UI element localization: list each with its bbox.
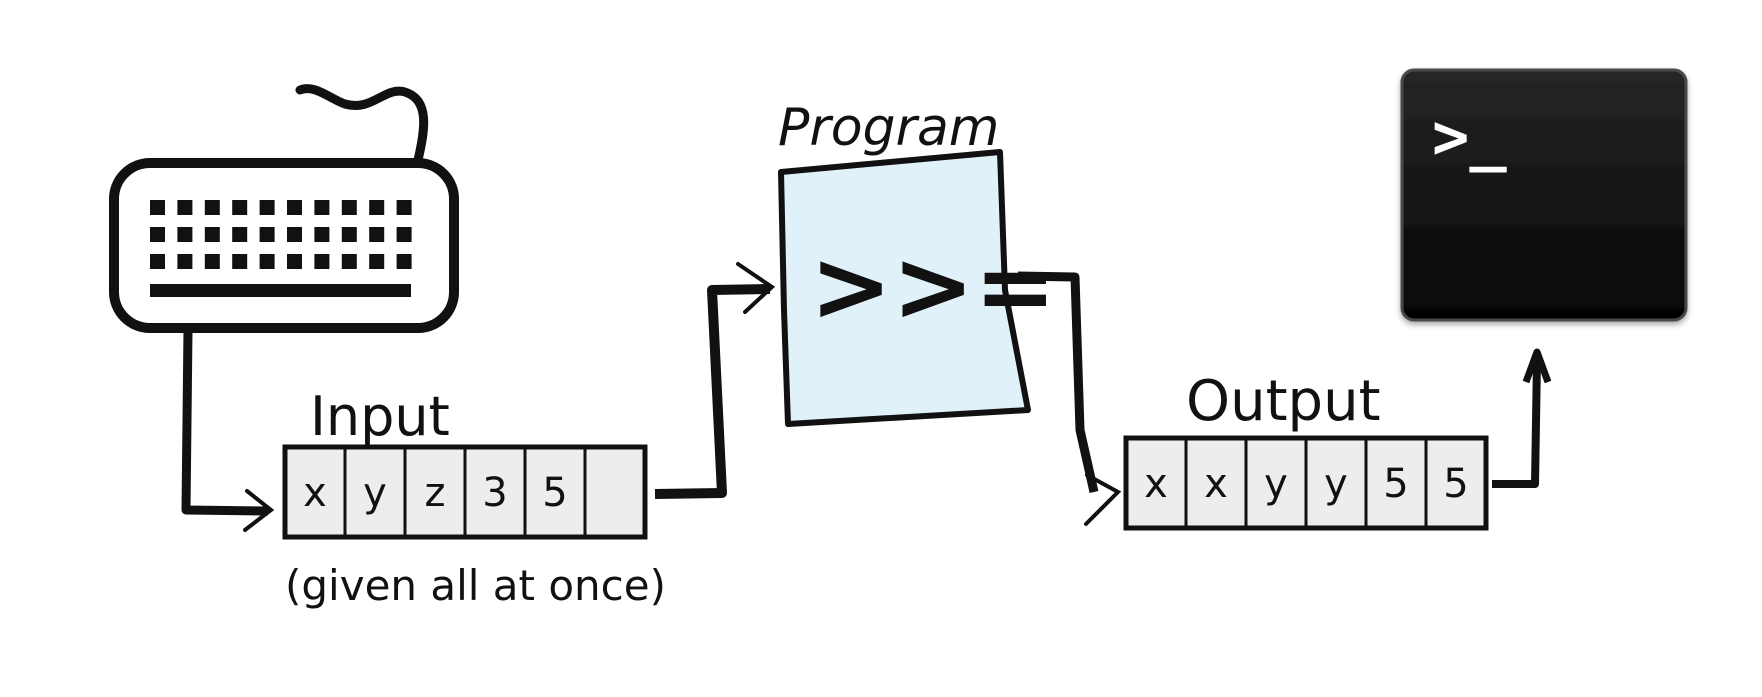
keyboard-key [287, 254, 302, 269]
keyboard-key [232, 254, 247, 269]
input-to-program-arrow [655, 264, 772, 494]
keyboard-key [232, 200, 247, 215]
keyboard-key [177, 254, 192, 269]
terminal-prompt: >_ [1432, 100, 1507, 173]
output-cell: x [1144, 461, 1168, 507]
keyboard-key [177, 200, 192, 215]
input-label: Input [310, 385, 450, 448]
keyboard-key [314, 200, 329, 215]
keyboard-key [205, 254, 220, 269]
output-cell: 5 [1443, 461, 1468, 507]
keyboard-key [287, 227, 302, 242]
output-cell: x [1204, 461, 1228, 507]
keyboard-key [397, 254, 412, 269]
output-label: Output [1186, 369, 1381, 434]
keyboard-key [150, 200, 165, 215]
keyboard-key [287, 200, 302, 215]
output-cell: y [1264, 461, 1288, 507]
keyboard-icon [114, 89, 454, 328]
input-cell: z [425, 470, 446, 516]
keyboard-to-input-arrow [186, 330, 271, 530]
program-box: >>= [781, 152, 1056, 424]
output-to-terminal-arrow [1492, 352, 1548, 484]
input-cell: 5 [542, 470, 567, 516]
bind-operator-symbol: >>= [810, 230, 1056, 344]
keyboard-key [342, 254, 357, 269]
keyboard-key [177, 227, 192, 242]
keyboard-key [369, 200, 384, 215]
program-label: Program [778, 98, 999, 158]
output-cell: 5 [1383, 461, 1408, 507]
keyboard-key [369, 254, 384, 269]
input-cell: 3 [482, 470, 507, 516]
keyboard-key [232, 227, 247, 242]
keyboard-key [260, 200, 275, 215]
keyboard-key [205, 227, 220, 242]
keyboard-key [150, 227, 165, 242]
keyboard-key [314, 227, 329, 242]
input-cell: x [303, 470, 327, 516]
keyboard-key [150, 254, 165, 269]
keyboard-key [205, 200, 220, 215]
keyboard-key [397, 200, 412, 215]
terminal-icon: >_ [1402, 70, 1686, 320]
keyboard-key [342, 227, 357, 242]
input-cell: y [363, 470, 387, 516]
output-cell: y [1324, 461, 1348, 507]
keyboard-key [342, 200, 357, 215]
keyboard-key [397, 227, 412, 242]
keyboard-key [260, 227, 275, 242]
keyboard-key [314, 254, 329, 269]
keyboard-key [260, 254, 275, 269]
input-caption: (given all at once) [285, 561, 666, 610]
keyboard-key [369, 227, 384, 242]
